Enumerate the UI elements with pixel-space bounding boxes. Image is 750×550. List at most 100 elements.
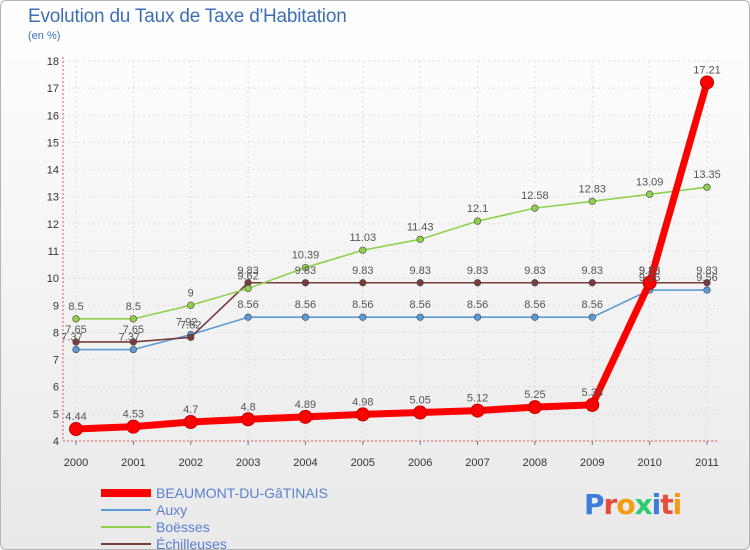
data-point bbox=[183, 415, 198, 429]
data-point bbox=[473, 313, 482, 321]
x-tick-label: 2000 bbox=[64, 457, 88, 469]
logo-letter: x bbox=[634, 488, 653, 521]
grid-lines bbox=[63, 60, 719, 442]
y-tick-label: 5 bbox=[53, 409, 59, 421]
data-point bbox=[359, 313, 367, 321]
data-point bbox=[470, 403, 485, 418]
logo-letter: P bbox=[584, 488, 605, 521]
data-label: 9.83 bbox=[352, 265, 373, 277]
y-tick-label: 8 bbox=[53, 327, 59, 339]
legend-swatch bbox=[101, 526, 151, 528]
data-point bbox=[301, 279, 310, 287]
data-label: 7.37 bbox=[119, 332, 140, 344]
data-point bbox=[646, 190, 654, 198]
data-label: 9.56 bbox=[696, 272, 717, 284]
data-point bbox=[187, 333, 195, 341]
series-3 bbox=[72, 279, 711, 346]
data-point bbox=[531, 313, 539, 321]
legend-item: Boësses bbox=[101, 519, 401, 535]
y-tick-label: 16 bbox=[47, 110, 59, 122]
data-point bbox=[588, 197, 596, 205]
data-label: 8.56 bbox=[524, 299, 545, 311]
data-label: 5.25 bbox=[524, 389, 545, 401]
data-point bbox=[355, 407, 370, 422]
data-point bbox=[72, 315, 80, 323]
y-tick-label: 18 bbox=[47, 56, 59, 68]
data-label: 9.83 bbox=[639, 265, 660, 277]
logo-letter: t bbox=[660, 488, 673, 521]
data-label: 9.83 bbox=[639, 265, 660, 277]
data-label: 7.92 bbox=[176, 317, 197, 329]
series-1 bbox=[72, 286, 711, 354]
data-label: 5.05 bbox=[409, 395, 430, 407]
data-label: 4.8 bbox=[240, 401, 255, 413]
legend-swatch bbox=[101, 489, 151, 497]
x-tick-label: 2008 bbox=[523, 457, 547, 469]
x-tick-label: 2011 bbox=[695, 457, 719, 469]
data-point bbox=[359, 246, 367, 254]
data-point bbox=[359, 279, 367, 287]
data-label: 9.62 bbox=[237, 270, 258, 282]
series-2 bbox=[72, 183, 711, 323]
data-label: 4.44 bbox=[65, 411, 86, 423]
data-label: 7.82 bbox=[180, 319, 201, 331]
data-point bbox=[416, 313, 424, 321]
y-tick-label: 9 bbox=[53, 300, 59, 312]
data-label: 4.7 bbox=[183, 404, 198, 416]
data-label: 13.09 bbox=[636, 176, 664, 188]
legend-label: BEAUMONT-DU-GâTINAIS bbox=[156, 485, 328, 501]
data-label: 8.56 bbox=[237, 299, 258, 311]
data-point bbox=[301, 313, 310, 321]
data-label: 12.58 bbox=[521, 190, 549, 202]
data-point bbox=[416, 235, 424, 243]
logo-letter: i bbox=[651, 488, 662, 521]
series-line bbox=[72, 78, 711, 433]
data-label: 4.89 bbox=[295, 399, 316, 411]
data-point bbox=[531, 204, 539, 212]
data-label: 9 bbox=[188, 287, 194, 299]
data-label: 8.56 bbox=[582, 299, 603, 311]
y-tick-label: 14 bbox=[47, 165, 59, 177]
data-point bbox=[301, 263, 310, 272]
data-point bbox=[129, 345, 137, 354]
data-label: 7.37 bbox=[61, 332, 82, 344]
data-point bbox=[585, 397, 600, 412]
legend-label: Auxy bbox=[156, 502, 188, 518]
data-point bbox=[129, 315, 137, 323]
legend-label: Échilleuses bbox=[156, 536, 227, 550]
data-point bbox=[473, 279, 482, 287]
series-0 bbox=[69, 75, 714, 437]
data-label: 8.5 bbox=[68, 301, 83, 313]
y-tick-label: 12 bbox=[47, 219, 59, 231]
series-line bbox=[75, 186, 708, 320]
data-label: 10.39 bbox=[292, 250, 320, 262]
data-point bbox=[72, 345, 80, 354]
data-point bbox=[703, 286, 711, 294]
x-tick-label: 2003 bbox=[236, 457, 260, 469]
data-label: 13.35 bbox=[693, 169, 721, 181]
proxiti-logo: Proxiti bbox=[584, 488, 683, 521]
data-label: 9.83 bbox=[467, 265, 488, 277]
data-label: 8.56 bbox=[352, 299, 373, 311]
y-tick-label: 10 bbox=[47, 273, 59, 285]
data-point bbox=[187, 301, 195, 309]
data-point bbox=[298, 409, 313, 424]
y-tick-label: 17 bbox=[47, 83, 59, 95]
y-axis-unit-label: (en %) bbox=[28, 30, 61, 42]
data-point bbox=[413, 405, 428, 420]
data-label: 9.83 bbox=[582, 265, 603, 277]
data-point bbox=[129, 338, 137, 346]
data-point bbox=[588, 313, 596, 321]
data-point bbox=[244, 284, 252, 293]
data-label: 7.65 bbox=[65, 324, 86, 336]
y-tick-label: 4 bbox=[53, 436, 59, 448]
data-label: 9.83 bbox=[409, 265, 430, 277]
logo-letter: i bbox=[672, 488, 683, 521]
chart-title: Evolution du Taux de Taxe d'Habitation bbox=[28, 6, 347, 27]
data-point bbox=[703, 279, 711, 287]
data-point bbox=[244, 313, 252, 321]
series-line bbox=[75, 289, 708, 351]
logo-letter: r bbox=[603, 488, 618, 521]
data-label: 9.83 bbox=[295, 265, 316, 277]
